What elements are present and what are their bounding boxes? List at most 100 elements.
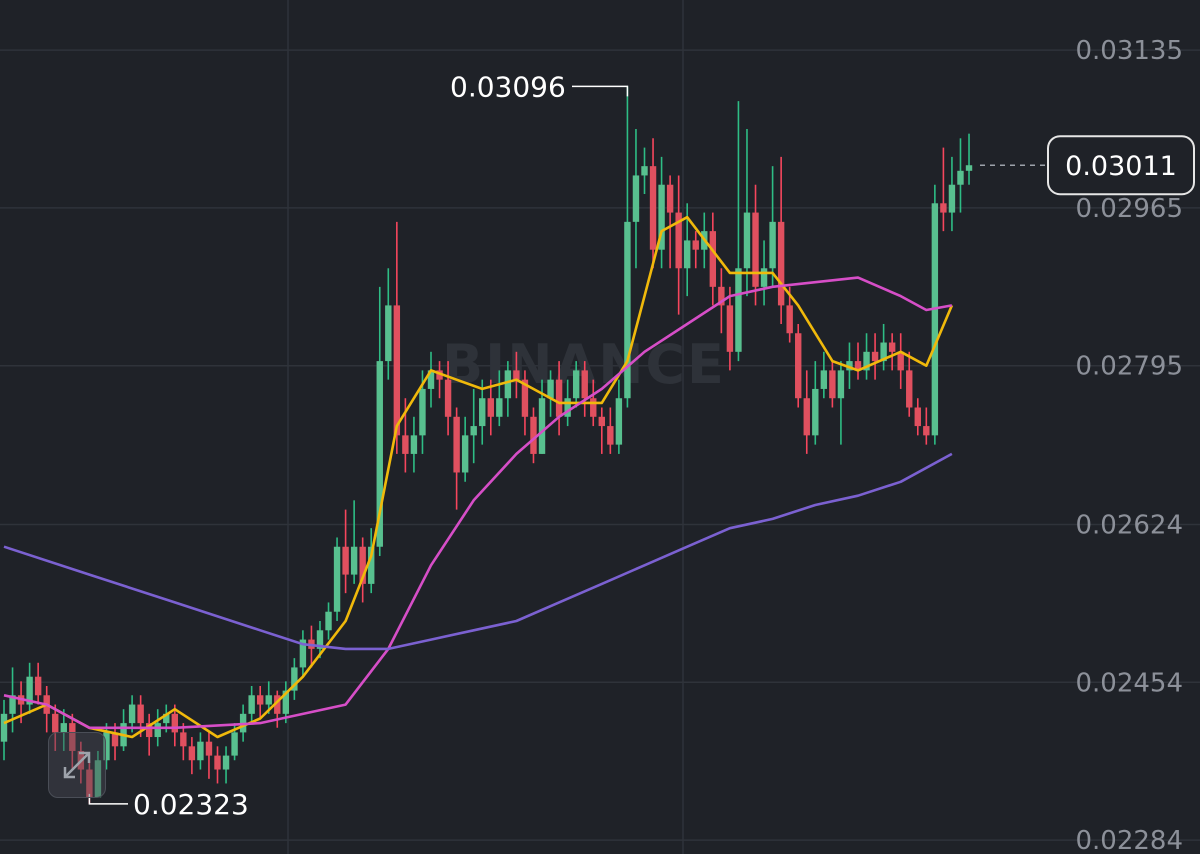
candle-body-38 xyxy=(325,611,332,631)
candle-body-80 xyxy=(684,240,691,269)
candle-73 xyxy=(624,86,631,408)
candle-body-26 xyxy=(222,755,230,770)
candle-body-62 xyxy=(530,416,537,454)
candle-95 xyxy=(812,361,819,445)
candle-54 xyxy=(461,416,469,482)
candle-17 xyxy=(145,713,153,756)
candle-58 xyxy=(496,370,503,427)
candle-1 xyxy=(9,667,16,733)
candle-body-20 xyxy=(171,713,178,733)
candle-body-90 xyxy=(769,221,776,269)
candle-body-21 xyxy=(180,732,187,747)
candle-109 xyxy=(931,184,939,445)
candle-46 xyxy=(393,221,401,454)
candle-body-48 xyxy=(410,435,418,454)
candle-105 xyxy=(897,333,904,389)
candle-body-104 xyxy=(888,342,896,352)
candle-body-1 xyxy=(9,695,16,714)
candle-51 xyxy=(436,361,443,399)
candle-61 xyxy=(521,370,529,436)
candle-body-67 xyxy=(572,370,580,399)
candle-body-65 xyxy=(555,379,563,417)
candle-87 xyxy=(743,129,751,297)
candle-99 xyxy=(846,342,853,389)
candle-8 xyxy=(69,713,76,770)
candle-body-63 xyxy=(538,398,546,454)
candle-body-3 xyxy=(26,676,33,705)
candle-body-54 xyxy=(461,435,469,473)
y-axis-label-4: 0.02454 xyxy=(1075,668,1183,698)
candle-body-19 xyxy=(163,713,170,724)
candle-67 xyxy=(572,361,580,408)
candle-71 xyxy=(607,407,614,454)
low-price-label: 0.02323 xyxy=(133,788,249,821)
candle-68 xyxy=(581,361,588,417)
candle-body-93 xyxy=(795,333,802,399)
candle-body-81 xyxy=(692,240,699,250)
candle-body-77 xyxy=(658,184,665,250)
current-price-tag[interactable]: 0.03011 xyxy=(980,135,1195,196)
candle-body-53 xyxy=(453,416,460,473)
candle-body-78 xyxy=(666,184,674,213)
candle-body-113 xyxy=(965,165,973,171)
moving-average-line-2 xyxy=(3,276,953,730)
candle-body-11 xyxy=(94,760,102,798)
candle-body-56 xyxy=(479,398,486,427)
candle-body-52 xyxy=(444,379,452,417)
expand-arrows-icon xyxy=(63,751,91,779)
candle-body-45 xyxy=(385,305,392,362)
candle-body-12 xyxy=(103,732,110,761)
candle-13 xyxy=(111,723,119,761)
candle-body-95 xyxy=(812,388,819,436)
candle-86 xyxy=(735,101,742,362)
candle-112 xyxy=(957,138,964,213)
candle-body-30 xyxy=(257,695,264,705)
candle-45 xyxy=(385,268,392,380)
candle-body-111 xyxy=(948,184,956,213)
candle-103 xyxy=(880,323,887,371)
candle-6 xyxy=(52,704,59,751)
y-axis-labels: 0.03135 0.02965 0.02795 0.02624 0.02454 0.022… xyxy=(1075,36,1183,854)
candle-body-29 xyxy=(248,695,255,714)
candle-body-18 xyxy=(154,723,161,738)
candle-38 xyxy=(325,602,332,640)
candle-body-35 xyxy=(299,639,307,668)
candle-93 xyxy=(795,323,802,408)
candle-body-4 xyxy=(34,676,42,696)
candle-50 xyxy=(427,351,435,408)
candle-body-49 xyxy=(419,388,426,436)
candle-111 xyxy=(948,156,956,232)
candle-body-55 xyxy=(470,426,477,436)
candle-98 xyxy=(837,361,845,445)
candle-body-73 xyxy=(624,221,631,399)
candle-72 xyxy=(615,379,623,454)
candle-body-68 xyxy=(581,370,588,399)
high-price-label: 0.03096 xyxy=(450,70,566,103)
candle-body-15 xyxy=(128,704,136,724)
candle-body-101 xyxy=(863,351,870,371)
candle-body-60 xyxy=(513,370,520,380)
candle-85 xyxy=(726,286,734,371)
candle-40 xyxy=(342,509,349,594)
candle-76 xyxy=(649,138,657,269)
expand-chart-button[interactable] xyxy=(48,732,106,798)
candle-20 xyxy=(171,704,178,747)
candle-110 xyxy=(940,147,947,232)
candle-57 xyxy=(487,379,494,436)
candle-body-106 xyxy=(906,370,913,408)
candle-body-108 xyxy=(923,426,930,436)
candle-37 xyxy=(316,621,324,659)
candle-90 xyxy=(769,166,776,287)
candle-60 xyxy=(513,351,520,399)
candle-body-105 xyxy=(897,351,904,371)
candle-97 xyxy=(829,361,836,408)
candle-body-89 xyxy=(760,268,768,287)
candle-body-102 xyxy=(871,351,879,362)
y-axis-label-3: 0.02624 xyxy=(1075,510,1183,540)
candle-body-44 xyxy=(376,361,383,547)
candle-body-47 xyxy=(402,435,409,454)
moving-average-line-1 xyxy=(3,215,954,739)
candle-24 xyxy=(205,732,213,779)
candle-body-22 xyxy=(188,746,196,761)
